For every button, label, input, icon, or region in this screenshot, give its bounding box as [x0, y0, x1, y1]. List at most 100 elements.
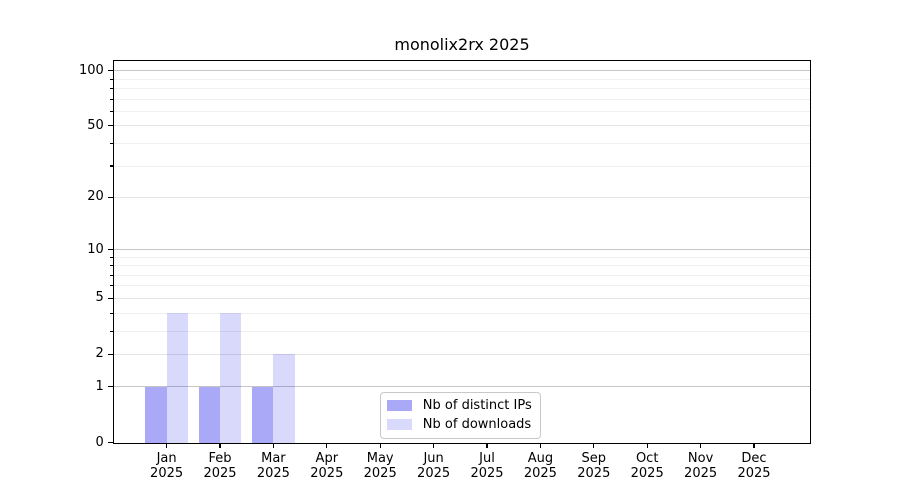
y-minor-tick-mark-30	[109, 165, 113, 167]
y-tick-label-20: 20	[87, 189, 104, 205]
y-tick-mark-100	[108, 70, 113, 72]
y-gridline-20	[113, 196, 810, 198]
x-tick-label-oct: Oct 2025	[617, 451, 677, 482]
y-minor-tick-mark-40	[109, 142, 113, 144]
bar-nb-of-distinct-ips-feb	[198, 386, 220, 443]
y-minor-tick-mark-4	[109, 312, 113, 314]
x-tick-mark-aug	[539, 443, 541, 449]
y-minor-tick-mark-60	[109, 110, 113, 112]
chart-title: monolix2rx 2025	[394, 35, 530, 54]
bar-nb-of-downloads-mar	[273, 354, 295, 443]
y-gridline-minor-3	[113, 330, 810, 332]
y-minor-tick-mark-3	[109, 330, 113, 332]
x-tick-mark-mar	[272, 443, 274, 449]
legend-swatch-distinct-ips	[386, 400, 412, 412]
x-tick-year: 2025	[150, 466, 184, 482]
x-tick-month: Jan	[156, 450, 177, 466]
y-gridline-50	[113, 125, 810, 127]
x-tick-mark-nov	[700, 443, 702, 449]
x-tick-month: Apr	[315, 450, 339, 466]
x-tick-year: 2025	[577, 466, 611, 482]
x-tick-year: 2025	[256, 466, 290, 482]
y-minor-tick-mark-8	[109, 265, 113, 267]
y-tick-mark-0	[108, 442, 113, 444]
x-tick-mark-may	[379, 443, 381, 449]
x-tick-mark-dec	[753, 443, 755, 449]
x-tick-year: 2025	[737, 466, 771, 482]
y-tick-mark-1	[108, 386, 113, 388]
legend-label-distinct-ips: Nb of distinct IPs	[422, 397, 532, 413]
x-tick-month: Sep	[581, 450, 607, 466]
x-tick-label-nov: Nov 2025	[671, 451, 731, 482]
bar-nb-of-distinct-ips-mar	[251, 386, 274, 443]
plot-area: Nb of distinct IPs Nb of downloads 0 1 2 5 1…	[79, 59, 811, 481]
y-tick-label-2: 2	[95, 346, 104, 362]
x-tick-month: Aug	[527, 450, 554, 466]
x-tick-mark-feb	[219, 443, 221, 449]
x-tick-month: Mar	[261, 450, 286, 466]
y-gridline-minor-80	[113, 88, 810, 90]
y-tick-mark-50	[108, 125, 113, 127]
x-tick-year: 2025	[630, 466, 664, 482]
x-tick-month: Oct	[635, 450, 659, 466]
y-minor-tick-mark-90	[109, 78, 113, 80]
x-tick-mark-sep	[593, 443, 595, 449]
y-tick-label-5: 5	[95, 290, 104, 306]
x-tick-year: 2025	[470, 466, 504, 482]
x-tick-label-sep: Sep 2025	[564, 451, 624, 482]
y-gridline-minor-30	[113, 165, 810, 167]
x-tick-month: May	[366, 450, 394, 466]
x-tick-month: Jun	[423, 450, 444, 466]
y-tick-mark-20	[108, 196, 113, 198]
x-tick-label-dec: Dec 2025	[724, 451, 784, 482]
x-tick-mark-oct	[646, 443, 648, 449]
y-tick-mark-5	[108, 297, 113, 299]
x-tick-label-aug: Aug 2025	[510, 451, 570, 482]
x-tick-month: Feb	[208, 450, 232, 466]
y-tick-mark-2	[108, 353, 113, 355]
x-tick-label-apr: Apr 2025	[297, 451, 357, 482]
y-gridline-minor-4	[113, 312, 810, 314]
x-tick-mark-jul	[486, 443, 488, 449]
y-gridline-minor-7	[113, 274, 810, 276]
legend: Nb of distinct IPs Nb of downloads	[379, 391, 541, 439]
y-gridline-minor-6	[113, 285, 810, 287]
x-tick-month: Jul	[479, 450, 495, 466]
y-gridline-minor-60	[113, 110, 810, 112]
bar-nb-of-distinct-ips-jan	[145, 386, 167, 443]
y-minor-tick-mark-80	[109, 88, 113, 90]
y-gridline-2	[113, 353, 810, 355]
x-tick-year: 2025	[523, 466, 557, 482]
y-gridline-minor-8	[113, 265, 810, 267]
x-tick-label-jun: Jun 2025	[404, 451, 464, 482]
legend-label-downloads: Nb of downloads	[422, 416, 532, 432]
y-tick-label-1: 1	[95, 378, 104, 394]
y-tick-label-100: 100	[78, 62, 104, 78]
y-gridline-1	[113, 386, 810, 388]
x-tick-year: 2025	[363, 466, 397, 482]
y-gridline-5	[113, 297, 810, 299]
y-minor-tick-mark-9	[109, 256, 113, 258]
x-tick-mark-apr	[326, 443, 328, 449]
y-minor-tick-mark-70	[109, 98, 113, 100]
y-gridline-10	[113, 249, 810, 250]
x-tick-label-jan: Jan 2025	[137, 451, 197, 482]
y-tick-label-50: 50	[87, 117, 104, 133]
x-tick-year: 2025	[684, 466, 718, 482]
x-tick-month: Nov	[687, 450, 714, 466]
x-tick-year: 2025	[417, 466, 451, 482]
x-tick-mark-jan	[166, 443, 168, 449]
x-tick-mark-jun	[433, 443, 435, 449]
legend-item-distinct-ips: Nb of distinct IPs	[386, 397, 532, 414]
x-tick-label-feb: Feb 2025	[190, 451, 250, 482]
y-gridline-100	[113, 70, 810, 72]
bar-nb-of-downloads-jan	[166, 313, 188, 443]
x-tick-year: 2025	[203, 466, 237, 482]
bar-nb-of-downloads-feb	[219, 313, 242, 443]
y-minor-tick-mark-6	[109, 285, 113, 287]
y-gridline-minor-9	[113, 256, 810, 258]
legend-item-downloads: Nb of downloads	[386, 416, 532, 433]
x-tick-month: Dec	[741, 450, 767, 466]
x-tick-label-may: May 2025	[350, 451, 410, 482]
